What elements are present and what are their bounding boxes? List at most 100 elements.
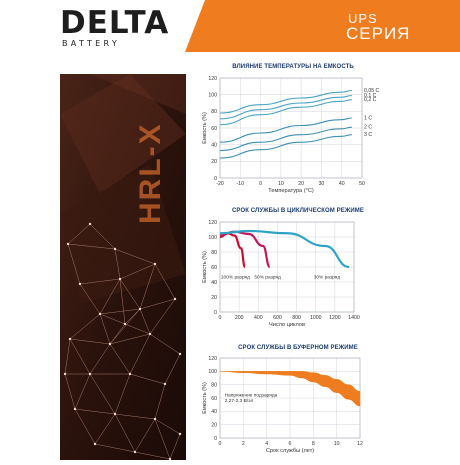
network-node (173, 297, 177, 301)
y-tick-label: 40 (211, 280, 217, 286)
annotation-label: 100% разряд (221, 274, 250, 280)
annotation-line-1: Напряжение подзаряда (225, 393, 278, 399)
network-edge (67, 243, 81, 285)
network-art: HRL-X (60, 74, 186, 461)
network-node (178, 432, 182, 436)
network-node (68, 337, 72, 341)
network-node (88, 222, 92, 226)
network-edge (154, 263, 176, 300)
x-tick-label: 40 (339, 181, 345, 187)
network-edge (114, 373, 131, 415)
network-edge (69, 338, 111, 345)
x-tick-label: 8 (312, 441, 315, 447)
series-line-1 (219, 94, 352, 120)
network-edge (109, 323, 126, 345)
network-edge (114, 413, 156, 420)
network-node (98, 312, 102, 316)
x-tick-label: 1200 (329, 315, 341, 321)
annotation-line-2: 2,27-2,3 В/эл (225, 398, 254, 404)
network-edge (124, 323, 151, 335)
network-edge (154, 383, 166, 420)
network-edge (89, 343, 111, 375)
series-line-2 (219, 99, 352, 126)
network-node (113, 412, 117, 416)
network-edge (79, 283, 101, 315)
y-tick-label: 20 (211, 422, 217, 428)
x-tick-label: 4 (265, 441, 268, 447)
network-edge (99, 308, 141, 315)
network-edge (154, 418, 181, 435)
network-edge (89, 373, 116, 415)
network-node (118, 277, 122, 281)
area-band (219, 371, 361, 407)
annotation-label: 50% разряд (254, 274, 281, 280)
network-node (138, 307, 142, 311)
network-edge (109, 343, 131, 375)
network-edge (114, 413, 136, 453)
network-edge (74, 408, 116, 415)
y-axis-label: Емкость (%) (202, 382, 208, 414)
x-tick-label: 2 (242, 441, 245, 447)
network-edge (64, 373, 76, 410)
chart1-title: ВЛИЯНИЕ ТЕМПЕРАТУРЫ НА ЕМКОСТЬ (232, 64, 354, 70)
series-line-5 (219, 134, 352, 159)
network-edge (134, 451, 171, 460)
network-edge (69, 313, 101, 340)
y-tick-label: 120 (208, 76, 217, 82)
network-edge (154, 418, 171, 460)
y-axis-label: Емкость (%) (202, 251, 208, 283)
chart-float-life: 0 20 40 60 80 100 120 0 2 4 6 8 10 12 Срок службы (лет… (202, 356, 363, 454)
network-edge (139, 308, 151, 335)
x-tick-label: 30 (319, 181, 325, 187)
x-tick-label: 6 (289, 441, 292, 447)
header-orange-shape (185, 0, 460, 52)
network-edge (119, 263, 156, 280)
x-axis-label: Срок службы (лет) (266, 448, 314, 454)
x-tick-label: 12 (357, 441, 363, 447)
network-node (93, 442, 97, 446)
series-line-4 (219, 126, 352, 152)
series-label: СЕРИЯ (346, 24, 411, 43)
x-tick-label: -10 (237, 181, 245, 187)
network-edge (139, 263, 156, 310)
x-axis-label: Число циклов (269, 322, 305, 328)
network-edge (164, 353, 181, 385)
series-label: 1 C (364, 116, 372, 122)
x-tick-label: 800 (292, 315, 301, 321)
x-tick-label: 10 (334, 441, 340, 447)
network-edge (119, 278, 126, 325)
network-edge (64, 338, 71, 375)
network-node (73, 407, 77, 411)
facet (90, 74, 186, 114)
x-tick-label: 200 (235, 315, 244, 321)
network-node (123, 322, 127, 326)
x-tick-label: 0 (219, 315, 222, 321)
series-line-3 (219, 117, 352, 143)
header-decor (0, 0, 460, 52)
y-tick-label: 100 (208, 92, 217, 98)
network-node (178, 352, 182, 356)
network-edge (89, 223, 116, 250)
network-node (88, 372, 92, 376)
y-tick-label: 100 (208, 235, 217, 241)
x-tick-label: 0 (219, 441, 222, 447)
series-label: 0,2 C (364, 97, 377, 103)
y-axis-label: Емкость (%) (202, 112, 208, 144)
series-line-2 (219, 229, 350, 269)
y-tick-label: 40 (211, 409, 217, 415)
network-node (113, 247, 117, 251)
y-tick-label: 60 (211, 265, 217, 271)
vertical-brand-text: HRL-X (134, 122, 167, 224)
network-node (133, 450, 137, 454)
network-edge (134, 418, 156, 453)
facet (60, 74, 186, 194)
network-edge (109, 308, 141, 345)
series-label: 3 C (364, 132, 372, 138)
network-edge (139, 298, 176, 310)
network-node (78, 282, 82, 286)
y-tick-label: 0 (214, 310, 217, 316)
y-tick-label: 100 (208, 369, 217, 375)
network-edge (149, 333, 181, 355)
network-edge (74, 408, 96, 445)
x-tick-label: 600 (273, 315, 282, 321)
